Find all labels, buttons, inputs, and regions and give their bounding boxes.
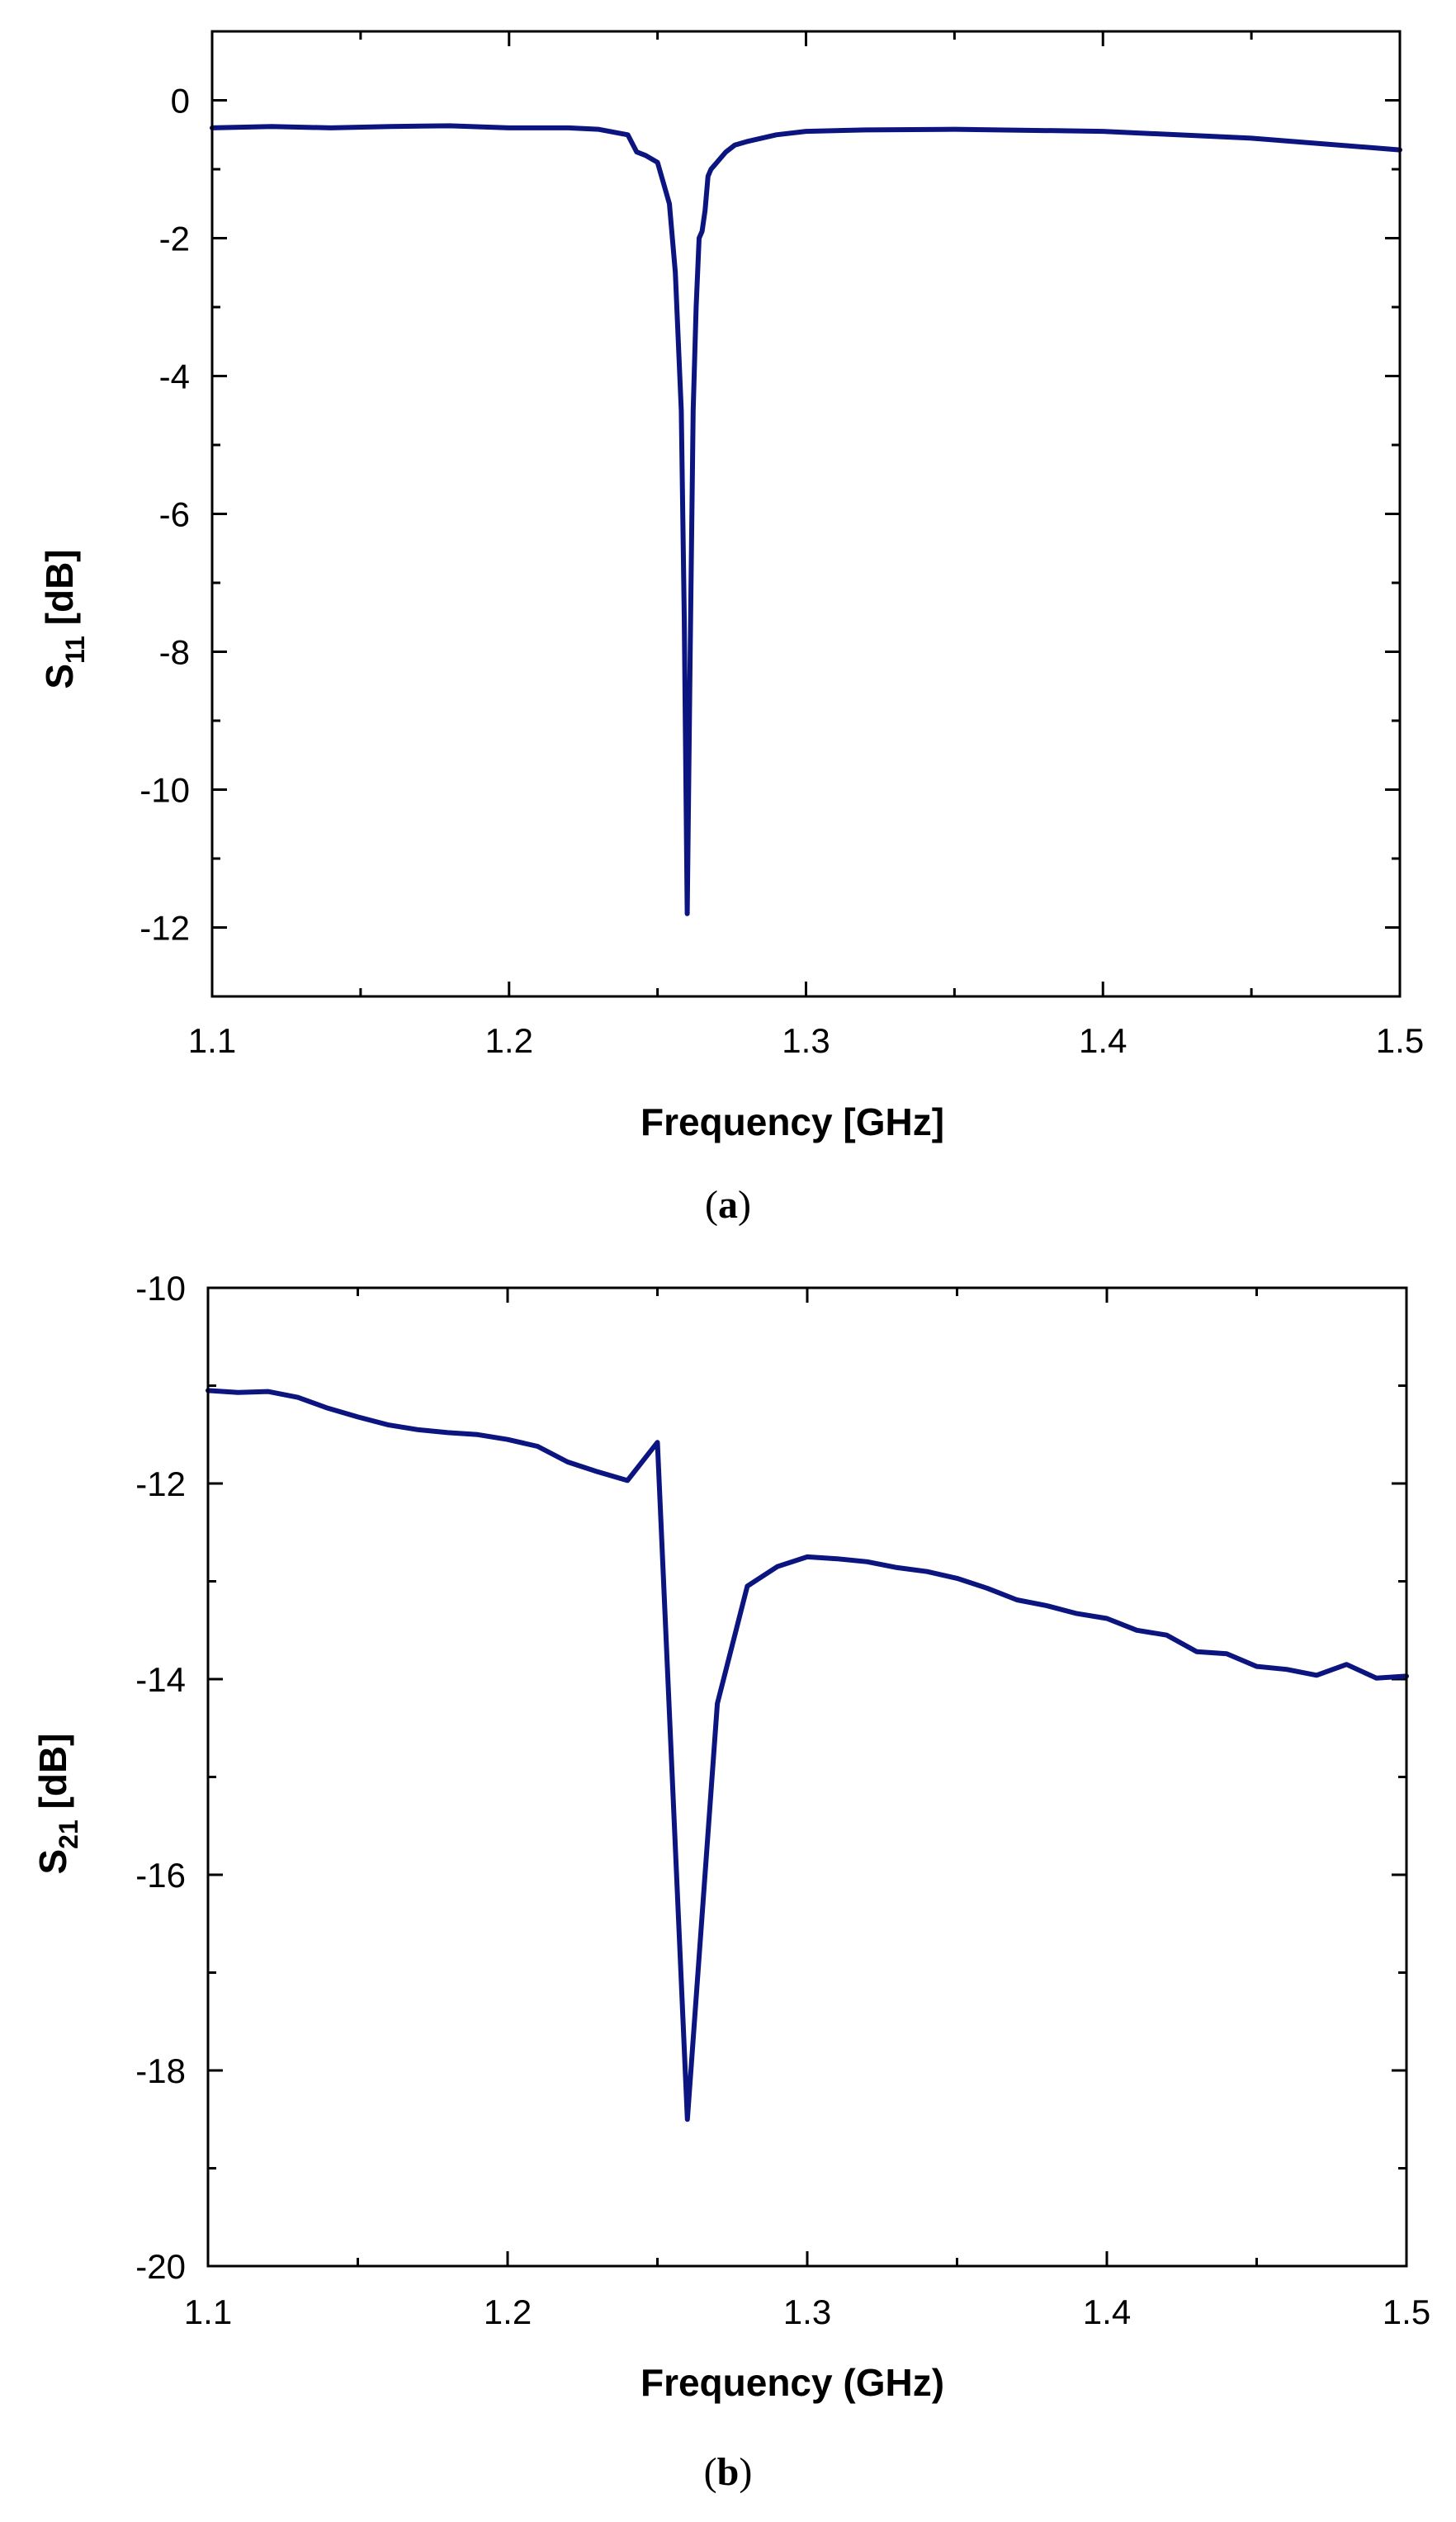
x-tick-label: 1.5 <box>1376 1021 1424 1060</box>
y-tick-label: 0 <box>171 82 190 121</box>
panel-b-y-axis-title: S21 [dB] <box>31 1733 83 1874</box>
y-tick-label: -10 <box>139 771 190 810</box>
x-tick-label: 1.3 <box>782 1021 830 1060</box>
panel-a-caption: (a) <box>705 1183 751 1227</box>
panel-b-ticks <box>206 1286 1408 2268</box>
panel-b-caption: (b) <box>704 2450 753 2494</box>
panel-b-plot-frame <box>206 1286 1408 2268</box>
series-line <box>210 123 1402 916</box>
panel-b-y-tick-labels: -10 -12 -14 -16 -18 -20 <box>135 1269 186 2286</box>
y-tick-label: -2 <box>159 220 190 258</box>
panel-b-x-axis-title: Frequency (GHz) <box>641 2361 944 2404</box>
panel-a-caption-letter: a <box>718 1183 738 1227</box>
panel-b-y-axis-title-main: S <box>31 1849 74 1875</box>
y-tick-label: -10 <box>135 1269 186 1308</box>
panel-a-plot-frame <box>210 30 1402 998</box>
panel-a-y-axis-title: S11 [dB] <box>38 549 90 688</box>
y-tick-label: -4 <box>159 357 190 396</box>
panel-b-x-tick-labels: 1.1 1.2 1.3 1.4 1.5 <box>184 2293 1430 2331</box>
panel-a-series <box>210 123 1402 916</box>
x-tick-label: 1.4 <box>1083 2293 1131 2331</box>
panel-b-series <box>206 1388 1409 2122</box>
panel-b-s21-chart: 1.1 1.2 1.3 1.4 1.5 -10 -12 -14 -16 -18 -20 Frequ… <box>31 1269 1430 2494</box>
y-tick-label: -18 <box>135 2051 186 2090</box>
panel-a-x-tick-labels: 1.1 1.2 1.3 1.4 1.5 <box>188 1021 1424 1060</box>
panel-b-y-axis-title-unit: [dB] <box>31 1733 74 1819</box>
series-line <box>206 1388 1409 2122</box>
panel-b-y-axis-title-subscript: 21 <box>54 1819 83 1849</box>
panel-a-x-axis-title: Frequency [GHz] <box>641 1100 944 1143</box>
y-tick-label: -16 <box>135 1856 186 1895</box>
x-tick-label: 1.4 <box>1079 1021 1127 1060</box>
y-tick-label: -8 <box>159 633 190 672</box>
panel-a-y-axis-title-subscript: 11 <box>60 636 90 664</box>
x-tick-label: 1.1 <box>188 1021 236 1060</box>
panel-a-y-tick-labels: 0 -2 -4 -6 -8 -10 -12 <box>139 82 190 948</box>
panel-a-ticks <box>210 30 1402 998</box>
y-tick-label: -12 <box>139 909 190 948</box>
x-tick-label: 1.5 <box>1383 2293 1430 2331</box>
panel-a-s11-chart: 1.1 1.2 1.3 1.4 1.5 0 -2 -4 -6 -8 -10 -12 Frequenc… <box>38 30 1424 1227</box>
x-tick-label: 1.3 <box>783 2293 831 2331</box>
x-tick-label: 1.1 <box>184 2293 232 2331</box>
y-tick-label: -14 <box>135 1660 186 1699</box>
panel-a-y-axis-title-main: S <box>38 664 81 689</box>
y-tick-label: -12 <box>135 1464 186 1503</box>
panel-a-y-axis-title-unit: [dB] <box>38 549 81 636</box>
panel-b-caption-letter: b <box>717 2450 740 2494</box>
y-tick-label: -20 <box>135 2247 186 2286</box>
x-tick-label: 1.2 <box>484 2293 532 2331</box>
x-tick-label: 1.2 <box>485 1021 533 1060</box>
y-tick-label: -6 <box>159 495 190 534</box>
